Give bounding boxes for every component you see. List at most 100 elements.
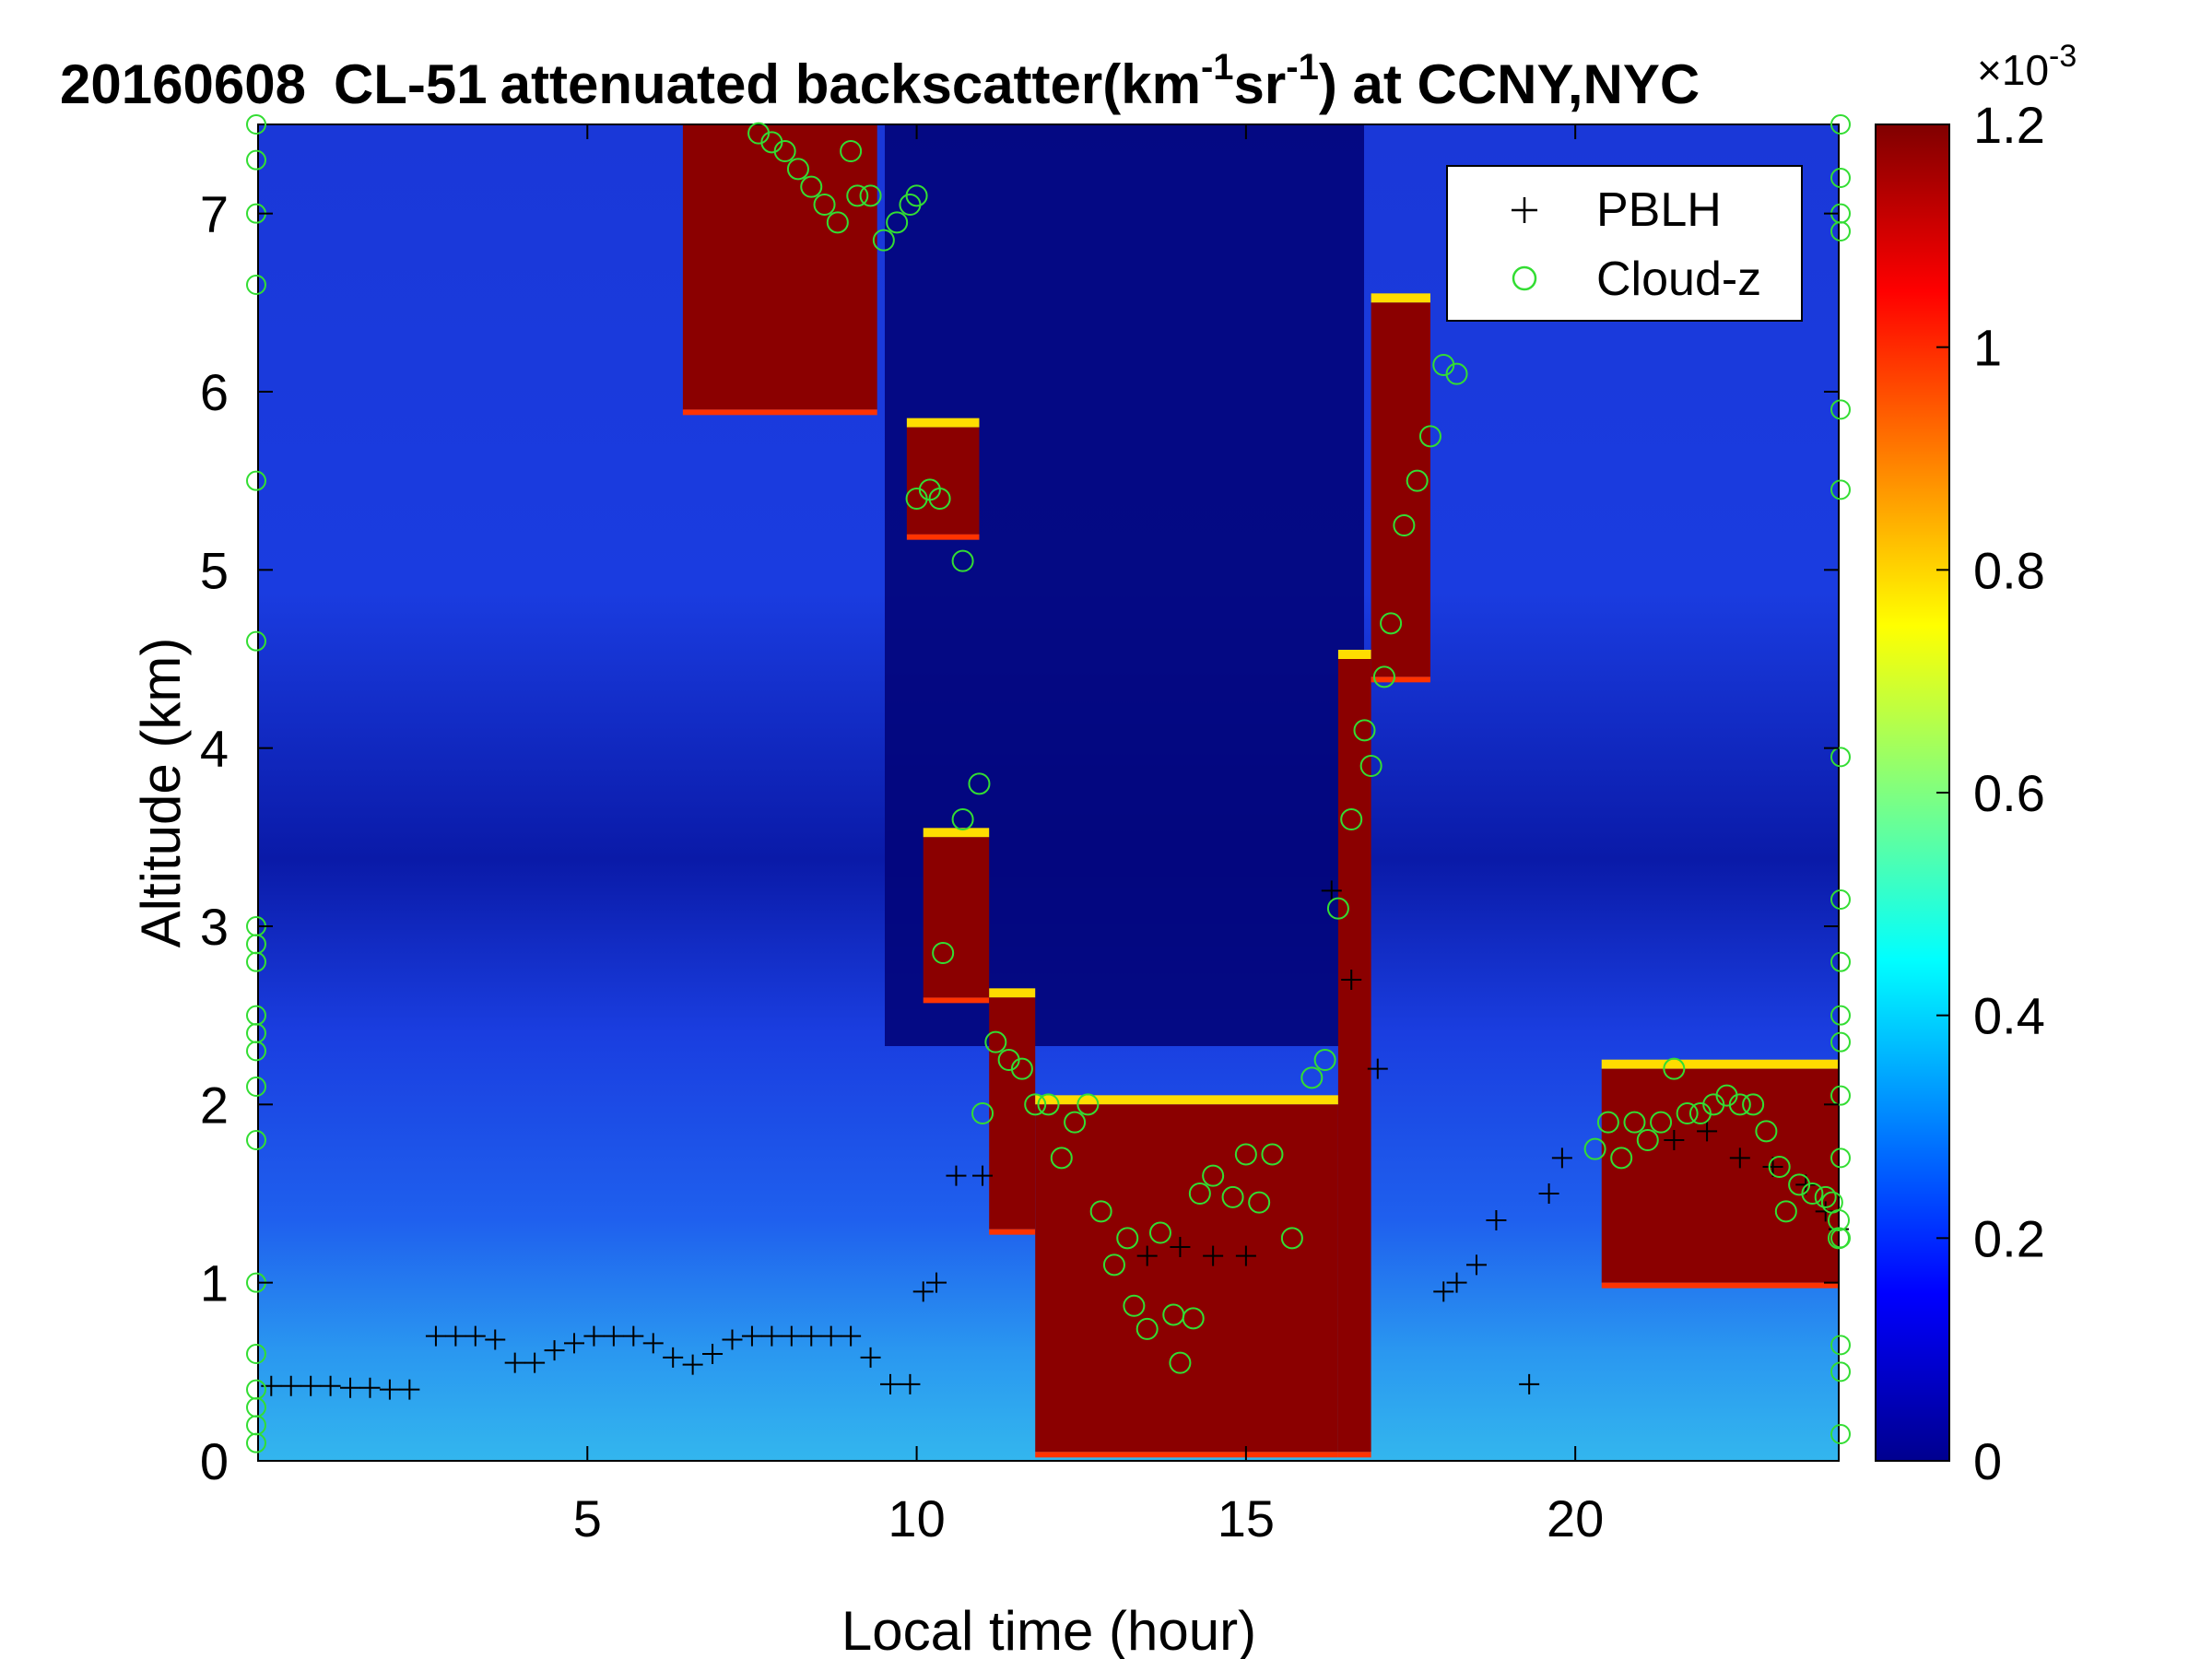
legend-cloud-label: Cloud-z	[1596, 253, 1761, 306]
cloud-z-marker	[859, 184, 882, 207]
cloud-z-marker	[951, 549, 974, 572]
cloud-z-marker	[1830, 1085, 1851, 1106]
pblh-marker	[880, 1373, 900, 1394]
cloud-layer	[923, 837, 990, 998]
cloud-z-marker	[1116, 1227, 1139, 1250]
cloud-z-marker	[786, 158, 809, 181]
cloud-z-marker	[1445, 362, 1468, 385]
cloud-z-marker	[1830, 1228, 1851, 1249]
pblh-marker	[761, 1325, 782, 1347]
cloud-z-marker	[246, 1344, 266, 1364]
cloud-z-marker	[1830, 1147, 1851, 1169]
cloud-z-marker	[1418, 425, 1441, 448]
x-tick-label: 15	[1218, 1489, 1275, 1547]
y-tick-label: 5	[200, 541, 229, 599]
pblh-marker	[642, 1333, 664, 1354]
pblh-marker	[379, 1379, 400, 1400]
pblh-marker	[781, 1325, 802, 1347]
cloud-z-marker	[1830, 1424, 1851, 1444]
cloud-z-marker	[1830, 951, 1851, 972]
cloud-z-marker	[1830, 889, 1851, 910]
colorbar-tick-label: 1	[1973, 319, 2002, 377]
pblh-marker	[1321, 880, 1342, 901]
cloud-z-marker	[246, 1077, 266, 1097]
pblh-marker	[1465, 1254, 1487, 1276]
cloud-z-marker	[1300, 1066, 1324, 1089]
colorbar-tick-label: 0.2	[1973, 1209, 2045, 1267]
pblh-marker	[1203, 1245, 1224, 1266]
cloud-edge	[989, 988, 1036, 998]
cloud-z-marker	[813, 194, 836, 216]
cloud-z-marker	[773, 140, 796, 162]
pblh-marker	[912, 1281, 934, 1302]
cloud-z-marker	[1102, 1253, 1125, 1277]
cloud-z-marker	[1340, 808, 1363, 830]
pblh-marker	[1551, 1147, 1572, 1169]
pblh-marker	[1697, 1121, 1718, 1142]
cloud-z-marker	[246, 951, 266, 972]
axes-box	[257, 124, 1840, 1462]
y-tick-label: 3	[200, 898, 229, 956]
pblh-marker	[1486, 1210, 1507, 1230]
cloud-z-marker	[1280, 1227, 1303, 1250]
cloud-z-marker	[1801, 1182, 1824, 1205]
pblh-marker	[741, 1325, 762, 1347]
colorbar-tick-label: 0.8	[1973, 541, 2045, 599]
cloud-z-marker	[1814, 1185, 1837, 1208]
pblh-marker	[1341, 970, 1362, 990]
pblh-marker	[900, 1373, 921, 1394]
cloud-z-marker	[932, 942, 955, 964]
colorbar-tick-label: 0.6	[1973, 764, 2045, 822]
y-axis-label: Altitude (km)	[130, 638, 192, 948]
cloud-layer	[1601, 1068, 1839, 1283]
pblh-marker	[1664, 1130, 1685, 1150]
chart-title: 20160608 CL-51 attenuated backscatter(km-1…	[60, 47, 1700, 115]
cloud-z-marker	[246, 149, 266, 171]
pblh-marker	[1729, 1147, 1750, 1169]
cloud-z-marker	[1089, 1200, 1112, 1223]
pblh-marker	[722, 1329, 743, 1350]
cloud-base-edge	[682, 409, 877, 416]
x-ticks: 5 10 15 20	[573, 124, 1604, 1547]
pblh-marker	[399, 1379, 420, 1400]
cloud-z-marker	[246, 275, 266, 295]
cloud-z-marker	[905, 184, 928, 207]
pblh-marker	[946, 1165, 967, 1186]
cloud-z-marker	[246, 630, 266, 652]
x-tick-label: 5	[573, 1489, 602, 1547]
cloud-layer	[1035, 1104, 1338, 1453]
cloud-z-marker	[1406, 469, 1429, 492]
colorbar-tick-label: 1.2	[1973, 96, 2045, 154]
cloud-z-marker	[1830, 168, 1851, 188]
legend: PBLH Cloud-z	[1446, 165, 1803, 322]
cloud-base-edge	[1035, 1452, 1338, 1458]
cloud-base-edge	[989, 1229, 1036, 1235]
cloud-z-marker	[1261, 1143, 1284, 1166]
pblh-marker	[340, 1377, 361, 1398]
pblh-marker	[702, 1344, 724, 1364]
cloud-edge	[923, 828, 990, 838]
cloud-z-marker	[1742, 1093, 1765, 1116]
cloud-z-marker	[1077, 1093, 1100, 1116]
cloud-z-marker	[1326, 897, 1349, 920]
legend-pblh-label: PBLH	[1596, 183, 1722, 237]
cloud-z-marker	[1755, 1120, 1778, 1143]
y-tick-label: 4	[200, 720, 229, 778]
colorbar-tick-label: 0	[1973, 1432, 2002, 1490]
cloud-z-marker	[246, 114, 266, 135]
cloud-z-marker	[1830, 1361, 1851, 1382]
cloud-base-edge	[906, 534, 980, 540]
cloud-z-marker	[1064, 1111, 1087, 1134]
pblh-marker	[524, 1352, 546, 1373]
cloud-z-marker	[1188, 1182, 1211, 1205]
pblh-marker	[583, 1325, 605, 1347]
cloud-z-marker	[1380, 612, 1403, 635]
cloud-z-marker	[1650, 1111, 1673, 1134]
cloud-z-marker	[1234, 1143, 1257, 1166]
legend-pblh-symbol	[1512, 197, 1537, 223]
cloud-edge	[1601, 1059, 1839, 1069]
cloud-z-marker	[246, 1432, 266, 1453]
cloud-z-marker	[1010, 1057, 1033, 1080]
cloud-z-marker	[886, 211, 909, 234]
